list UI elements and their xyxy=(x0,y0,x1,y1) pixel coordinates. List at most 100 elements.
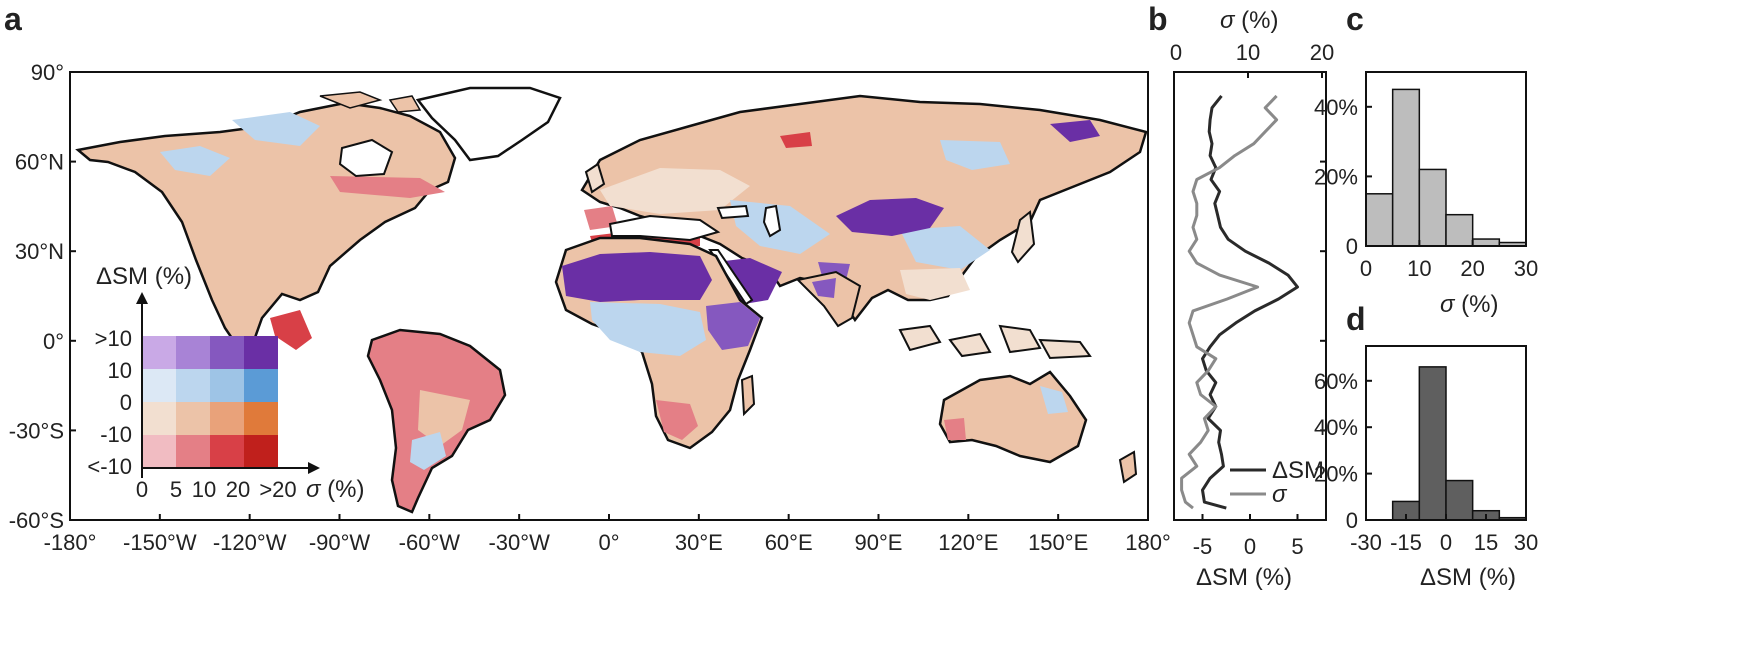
legend-row-label: -10 xyxy=(100,422,132,447)
panel-c-bar xyxy=(1471,238,1501,247)
arctic-islands xyxy=(319,91,422,113)
map-lon-tick-label: 150°E xyxy=(1028,530,1088,555)
map-lon-tick-label: -150°W xyxy=(123,530,197,555)
panel-c-x-axis-title: σ (%) xyxy=(1440,291,1498,318)
panel-b-top-tick-label: 20 xyxy=(1310,40,1334,65)
map-lon-tick-label: -120°W xyxy=(213,530,287,555)
map-lat-tick-label: 30°N xyxy=(15,239,64,264)
region-eurasia-blue-3 xyxy=(940,140,1010,170)
legend-row-label: 10 xyxy=(108,358,132,383)
region-australia-blue xyxy=(1040,386,1068,414)
panel-c-label: c xyxy=(1346,1,1364,37)
panel-d-x-tick-label: -15 xyxy=(1390,530,1422,555)
legend-cell xyxy=(210,435,244,468)
region-east-asia-lightpeach xyxy=(900,268,970,300)
panel-d-y-tick-label: 20% xyxy=(1314,462,1358,487)
panel-b-top-axis-title: σ (%) xyxy=(1220,7,1278,34)
map-lon-tick-label: 120°E xyxy=(938,530,998,555)
panel-b-label: b xyxy=(1148,1,1168,37)
caspian-sea xyxy=(762,204,782,238)
panel-b-top-axis-unit: (%) xyxy=(1234,7,1278,34)
map-lon-tick-label: 180° xyxy=(1125,530,1171,555)
legend-col-label: 10 xyxy=(192,477,216,502)
legend-cell xyxy=(142,402,176,435)
legend-label-dsm: ΔSM xyxy=(1272,457,1324,484)
panel-c-x-tick-label: 0 xyxy=(1360,256,1372,281)
panel-b-top-axis-symbol: σ xyxy=(1220,7,1236,34)
panel-c-x-axis-unit: (%) xyxy=(1454,291,1498,318)
map-lon-tick-label: -60°W xyxy=(399,530,461,555)
map-lat-tick-label: 60°N xyxy=(15,150,64,175)
legend-cell xyxy=(210,369,244,402)
region-siberia-purple xyxy=(1050,120,1100,142)
panel-c-y-tick-label: 0 xyxy=(1346,234,1358,259)
legend-col-label: 0 xyxy=(136,477,148,502)
legend-col-label: >20 xyxy=(259,477,296,502)
legend-x-arrowhead xyxy=(308,462,320,474)
series-line-sigma xyxy=(1180,94,1279,510)
panel-d-bar xyxy=(1445,479,1474,521)
panel-d-x-axis-title: ΔSM (%) xyxy=(1420,564,1516,591)
panel-b-legend: ΔSM σ xyxy=(1230,457,1324,508)
panel-d-bar xyxy=(1418,366,1447,521)
panel-c-x-tick-label: 30 xyxy=(1514,256,1538,281)
region-south-america-peach xyxy=(418,390,470,446)
legend-label-sigma: σ xyxy=(1272,481,1288,508)
region-tibet-purple xyxy=(836,198,944,236)
legend-cell xyxy=(244,369,278,402)
map-lon-tick-label: -180° xyxy=(44,530,97,555)
legend-col-label: 5 xyxy=(170,477,182,502)
panel-c-bar xyxy=(1365,193,1394,247)
region-sahel-blue xyxy=(590,302,706,356)
legend-col-label: 20 xyxy=(226,477,250,502)
japan xyxy=(1010,210,1036,264)
map-lon-tick-label: -30°W xyxy=(488,530,550,555)
region-arctic-red xyxy=(780,132,812,148)
legend-cell xyxy=(244,402,278,435)
panel-c-bar xyxy=(1391,88,1421,247)
mediterranean-sea xyxy=(608,214,721,242)
new-zealand xyxy=(1118,450,1138,484)
legend-cell xyxy=(210,336,244,369)
region-north-america-red xyxy=(330,176,445,198)
series-line-dsm xyxy=(1201,94,1299,510)
map-lat-tick-label: -60°S xyxy=(9,508,64,533)
legend-y-arrowhead xyxy=(136,292,148,304)
region-north-america-blue-2 xyxy=(232,112,320,146)
panel-d-x-tick-label: 0 xyxy=(1440,530,1452,555)
panel-c-y-tick-label: 20% xyxy=(1314,164,1358,189)
panel-b-bottom-ticks: -5 0 5 xyxy=(1193,514,1304,559)
legend-x-title: σ (%) xyxy=(306,476,364,503)
panel-c-y-tick-label: 40% xyxy=(1314,95,1358,120)
british-isles xyxy=(584,162,606,194)
panel-d-x-tick-label: 15 xyxy=(1474,530,1498,555)
legend-cell xyxy=(244,435,278,468)
region-sahara-purple xyxy=(562,252,712,302)
legend-cell xyxy=(176,435,210,468)
panel-b-bottom-tick-label: -5 xyxy=(1193,534,1213,559)
panel-c-bar xyxy=(1418,168,1447,247)
region-north-america-blue xyxy=(160,146,230,176)
map-area xyxy=(75,86,1148,514)
panel-c-bar xyxy=(1445,213,1474,247)
panel-d-y-tick-label: 60% xyxy=(1314,369,1358,394)
region-eurasia-blue-2 xyxy=(900,226,990,270)
panel-b-bottom-tick-label: 5 xyxy=(1291,534,1303,559)
map-lon-tick-label: -90°W xyxy=(309,530,371,555)
black-sea xyxy=(716,204,750,220)
panel-c-x-tick-label: 10 xyxy=(1407,256,1431,281)
hudson-bay xyxy=(338,138,394,178)
panel-c-x-axis-symbol: σ xyxy=(1440,291,1456,318)
legend-cell xyxy=(176,369,210,402)
panel-c-frame xyxy=(1365,71,1527,247)
legend-cell xyxy=(142,336,176,369)
panel-c-bars xyxy=(1365,88,1527,247)
panel-b-bottom-axis-title: ΔSM (%) xyxy=(1196,564,1292,591)
region-horn-purple xyxy=(706,302,760,350)
map-lat-tick-label: -30°S xyxy=(9,418,64,443)
panel-b-frame xyxy=(1173,71,1327,521)
panel-b-top-tick-label: 10 xyxy=(1236,40,1260,65)
legend-cell xyxy=(210,402,244,435)
